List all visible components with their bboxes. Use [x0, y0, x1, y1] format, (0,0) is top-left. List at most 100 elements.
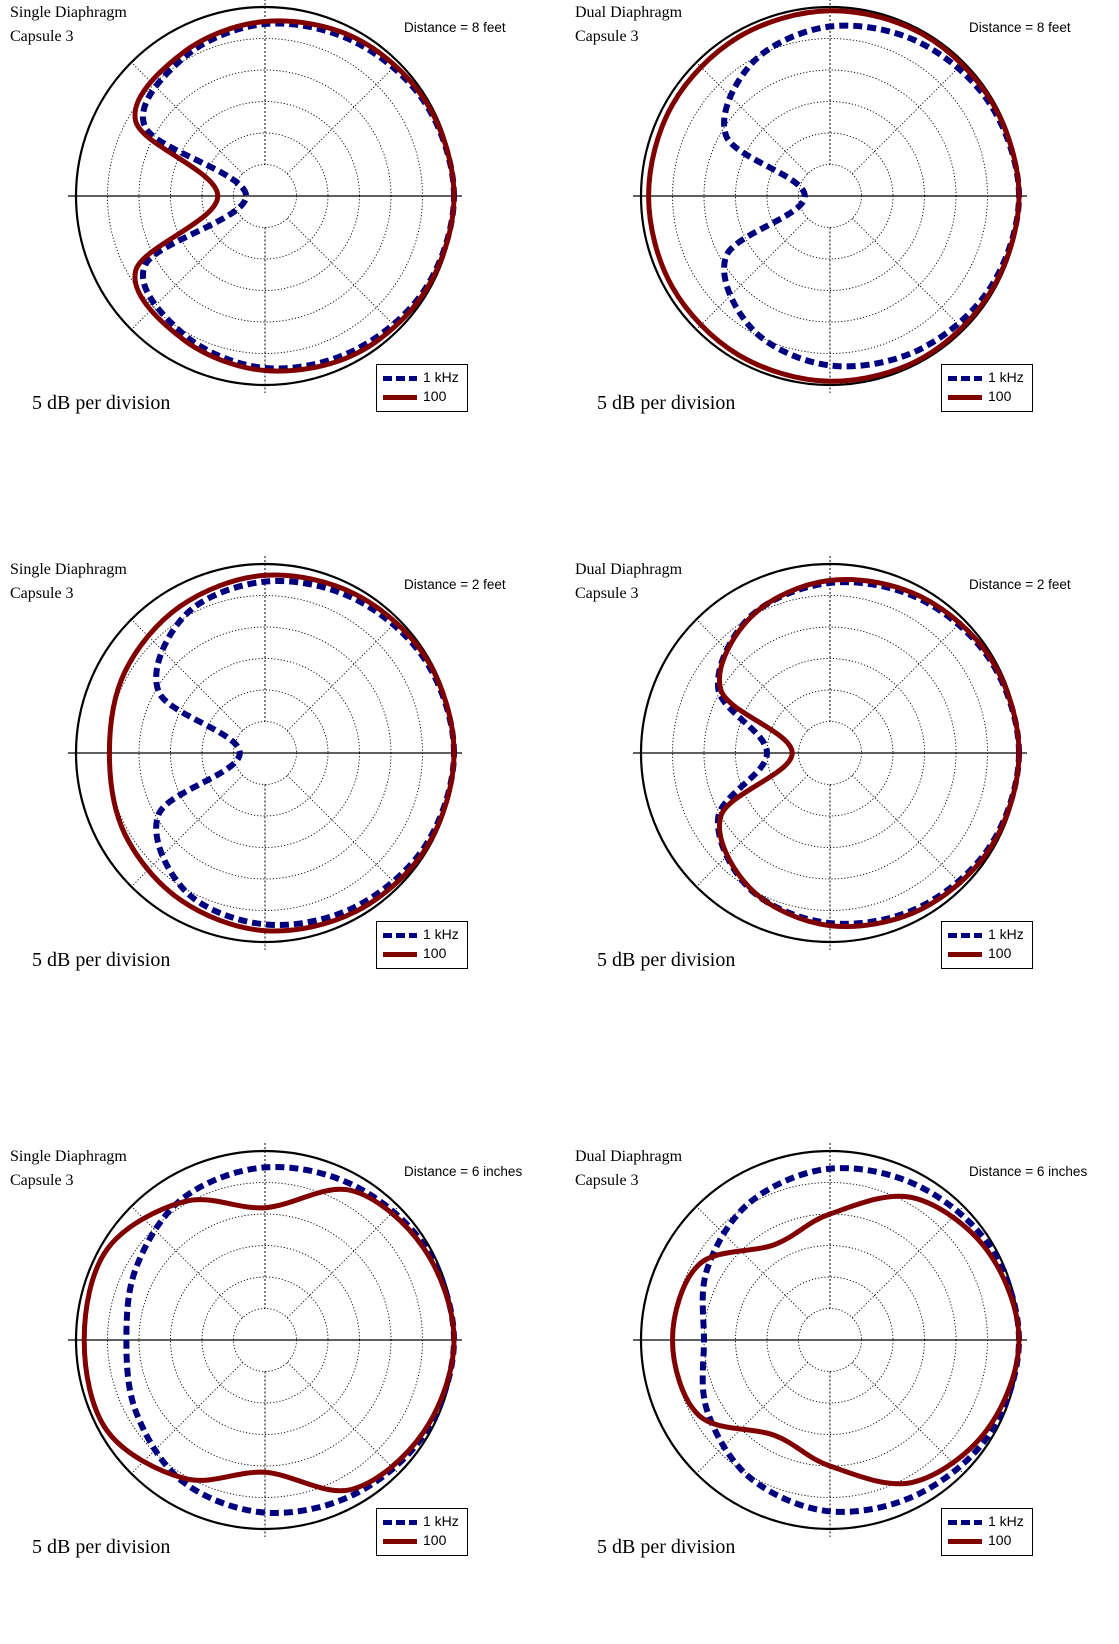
legend-entry: 1 kHz: [942, 368, 1032, 388]
legend-swatch-solid: [948, 1539, 982, 1544]
polar-plot: [633, 556, 1027, 950]
series-1khz-curve: [123, 1164, 457, 1516]
grid-spoke: [851, 217, 964, 330]
scale-note: 5 dB per division: [597, 1536, 736, 1558]
series-100-curve: [646, 8, 1022, 384]
polar-chart-panel: Single Diaphragm Capsule 3 Distance = 6 in…: [0, 1143, 560, 1644]
polar-plot: [633, 1143, 1027, 1537]
legend-entry: 100: [942, 387, 1032, 407]
legend-swatch-dashed: [948, 376, 982, 381]
grid-spoke: [286, 1206, 399, 1319]
chart-title-line-1: Single Diaphragm: [10, 1148, 127, 1165]
distance-annotation: Distance = 6 inches: [404, 1164, 523, 1179]
scale-note: 5 dB per division: [597, 949, 736, 971]
legend-label: 1 kHz: [423, 926, 459, 942]
legend-label: 100: [423, 388, 447, 404]
series-1khz-curve: [699, 1165, 1022, 1515]
polar-chart-panel: Dual Diaphragm Capsule 3 Distance = 8 feet…: [565, 0, 1119, 500]
legend-swatch-solid: [383, 1539, 417, 1544]
legend-entry: 1 kHz: [377, 925, 467, 945]
legend-swatch-dashed: [948, 933, 982, 938]
distance-annotation: Distance = 2 feet: [969, 577, 1071, 592]
series-1khz-curve: [714, 579, 1022, 927]
distance-annotation: Distance = 8 feet: [969, 20, 1071, 35]
legend-entry: 100: [377, 387, 467, 407]
grid-spoke: [696, 1206, 809, 1319]
legend: 1 kHz 100: [376, 1508, 468, 1556]
chart-title-line-2: Capsule 3: [575, 28, 639, 45]
legend-label: 100: [988, 1532, 1012, 1548]
grid-spoke: [286, 1361, 399, 1474]
grid-spoke: [131, 1206, 244, 1319]
polar-plot: [68, 1143, 462, 1537]
grid-spoke: [131, 774, 244, 887]
chart-title-line-2: Capsule 3: [575, 585, 639, 602]
chart-title-line-2: Capsule 3: [10, 1172, 74, 1189]
grid-spoke: [696, 619, 809, 732]
legend-label: 100: [423, 945, 447, 961]
distance-annotation: Distance = 2 feet: [404, 577, 506, 592]
grid-spoke: [286, 774, 399, 887]
scale-note: 5 dB per division: [32, 949, 171, 971]
legend-label: 1 kHz: [988, 369, 1024, 385]
legend: 1 kHz 100: [941, 921, 1033, 969]
legend-label: 100: [988, 388, 1012, 404]
legend-swatch-solid: [948, 395, 982, 400]
grid-spoke: [696, 217, 809, 330]
grid-spoke: [696, 1361, 809, 1474]
polar-plot: [633, 0, 1027, 393]
grid-spoke: [286, 62, 399, 175]
chart-title-line-2: Capsule 3: [10, 585, 74, 602]
figure-grid: Single Diaphragm Capsule 3 Distance = 8 fe…: [10, 0, 1119, 1558]
chart-title-line-1: Single Diaphragm: [10, 561, 127, 578]
legend-entry: 1 kHz: [942, 925, 1032, 945]
chart-title-line-2: Capsule 3: [10, 28, 74, 45]
legend-label: 1 kHz: [988, 926, 1024, 942]
legend: 1 kHz 100: [941, 364, 1033, 412]
series-100-curve: [81, 1186, 457, 1494]
legend-swatch-dashed: [383, 1520, 417, 1525]
grid-spoke: [131, 1361, 244, 1474]
legend-label: 100: [423, 1532, 447, 1548]
grid-spoke: [851, 1361, 964, 1474]
legend: 1 kHz 100: [941, 1508, 1033, 1556]
grid-spoke: [851, 62, 964, 175]
grid-spoke: [696, 774, 809, 887]
scale-note: 5 dB per division: [32, 392, 171, 414]
legend-label: 1 kHz: [988, 1513, 1024, 1529]
polar-plot: [68, 0, 462, 393]
grid-spoke: [131, 619, 244, 732]
grid-spoke: [851, 774, 964, 887]
legend-swatch-solid: [948, 952, 982, 957]
distance-annotation: Distance = 6 inches: [969, 1164, 1088, 1179]
legend-swatch-dashed: [383, 933, 417, 938]
grid-spoke: [851, 619, 964, 732]
legend-entry: 100: [942, 944, 1032, 964]
grid-spoke: [851, 1206, 964, 1319]
grid-spoke: [286, 217, 399, 330]
series-100-curve: [670, 1193, 1022, 1487]
grid-spoke: [131, 62, 244, 175]
legend-entry: 1 kHz: [942, 1512, 1032, 1532]
scale-note: 5 dB per division: [32, 1536, 171, 1558]
legend-entry: 1 kHz: [377, 1512, 467, 1532]
series-1khz-curve: [140, 20, 457, 372]
series-100-curve: [717, 576, 1022, 930]
legend: 1 kHz 100: [376, 364, 468, 412]
legend-entry: 100: [377, 944, 467, 964]
chart-title-line-1: Dual Diaphragm: [575, 4, 683, 21]
legend-swatch-dashed: [383, 376, 417, 381]
polar-chart-panel: Dual Diaphragm Capsule 3 Distance = 6 inch…: [565, 1143, 1119, 1644]
series-100-curve: [106, 572, 457, 934]
legend: 1 kHz 100: [376, 921, 468, 969]
legend-label: 100: [988, 945, 1012, 961]
chart-title-line-2: Capsule 3: [575, 1172, 639, 1189]
legend-swatch-dashed: [948, 1520, 982, 1525]
polar-plot: [68, 556, 462, 950]
grid-spoke: [696, 62, 809, 175]
series-1khz-curve: [153, 578, 457, 928]
chart-title-line-1: Single Diaphragm: [10, 4, 127, 21]
legend-swatch-solid: [383, 395, 417, 400]
polar-chart-panel: Dual Diaphragm Capsule 3 Distance = 2 feet…: [565, 556, 1119, 1057]
legend-entry: 100: [942, 1531, 1032, 1551]
